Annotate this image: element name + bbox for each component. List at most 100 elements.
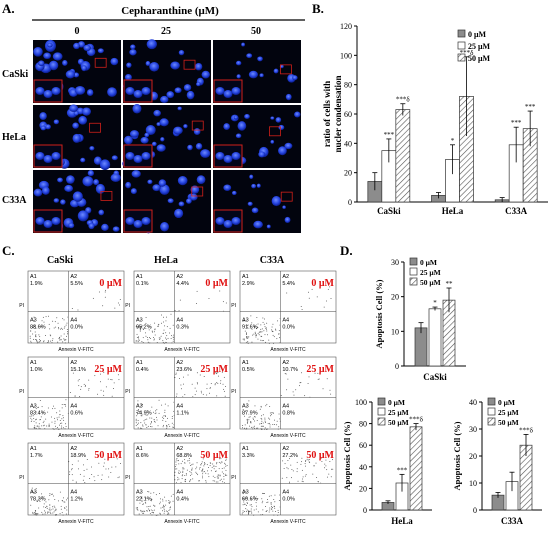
event-dot [265,328,267,330]
event-dot [326,476,328,478]
event-dot [217,474,219,476]
event-dot [39,419,41,421]
nucleus [69,104,79,112]
event-dot [260,425,262,427]
event-dot [201,462,203,464]
nucleus [43,52,52,60]
event-dot [74,396,76,398]
event-dot [59,339,61,341]
event-dot [332,468,334,470]
quadrant-value: 0.1% [136,281,149,287]
event-dot [163,415,165,417]
event-dot [148,329,150,331]
event-dot [320,482,322,484]
event-dot [248,511,250,513]
nucleus [237,121,247,131]
event-dot [184,480,186,482]
quadrant-value: 0.6% [70,410,83,416]
nucleus [278,146,287,156]
event-dot [261,420,263,422]
event-dot [94,375,96,377]
event-dot [34,510,36,512]
event-dot [262,493,264,495]
event-dot [194,387,196,389]
event-dot [45,316,47,318]
event-dot [56,317,58,319]
event-dot [304,465,306,467]
quadrant-name: A1 [30,446,37,452]
event-dot [265,327,267,329]
event-dot [224,462,226,464]
event-dot [223,482,225,484]
nucleus [60,199,66,205]
quadrant-name: A1 [242,446,249,452]
event-dot [104,458,106,460]
event-dot [297,480,299,482]
nucleus [93,156,102,165]
event-dot [199,374,201,376]
x-tick-label: HeLa [442,206,464,216]
event-dot [93,476,95,478]
nucleus [78,115,88,125]
event-dot [260,422,262,424]
quadrant-name: A2 [70,446,77,452]
event-dot [192,463,194,465]
nucleus [156,122,161,127]
event-dot [163,424,165,426]
significance-mark: ***δ [396,96,411,104]
event-dot [306,458,308,460]
event-dot [295,389,297,391]
event-dot [111,395,113,397]
event-dot [175,464,177,466]
panel-a: A. Cepharanthine (μM) 0 25 50 CaSki HeLa… [2,1,305,234]
event-dot [65,405,67,407]
event-dot [202,458,204,460]
event-dot [204,463,206,465]
nucleus [62,59,68,66]
event-dot [189,471,191,473]
event-dot [244,490,246,492]
event-dot [61,404,63,406]
event-dot [245,508,247,510]
event-dot [184,462,186,464]
event-dot [47,407,49,409]
event-dot [301,457,303,459]
event-dot [103,394,105,396]
event-dot [64,428,66,430]
event-dot [162,340,164,342]
event-dot [61,418,63,420]
event-dot [259,423,261,425]
quadrant-value: 18.9% [70,453,86,459]
micrograph-tile [213,105,301,168]
event-dot [147,341,149,343]
event-dot [279,342,281,344]
event-dot [30,420,32,422]
legend-swatch [409,257,418,266]
event-dot [279,318,281,320]
nucleus [149,61,160,72]
event-dot [278,500,280,502]
event-dot [46,508,48,510]
event-dot [242,427,244,429]
event-dot [183,468,185,470]
nucleus [270,116,275,120]
microscopy-grid [33,39,301,234]
event-dot [199,467,201,469]
nucleus [140,136,149,144]
nucleus [284,142,293,150]
nucleus [258,151,266,158]
event-dot [156,419,158,421]
nucleus [178,49,185,56]
event-dot [251,498,253,500]
micrograph-tile [33,170,121,233]
event-dot [299,382,301,384]
event-dot [135,326,137,328]
event-dot [153,512,155,514]
inset-nucleus [125,87,135,95]
nucleus [52,52,63,61]
inset-nucleus [141,87,151,95]
event-dot [246,325,248,327]
event-dot [244,511,246,513]
